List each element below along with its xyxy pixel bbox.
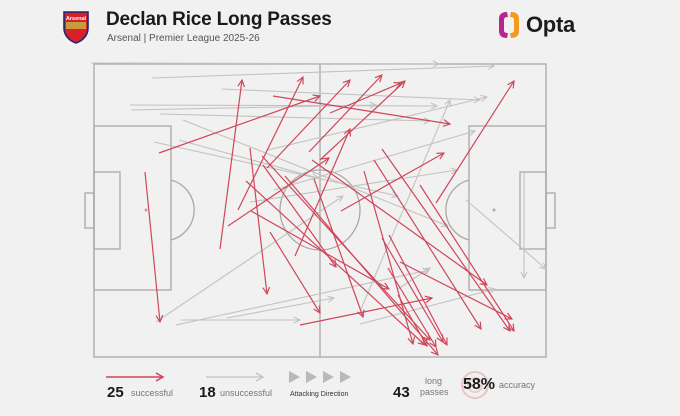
pass-arrow (261, 155, 430, 340)
pass-arrow (219, 80, 242, 250)
pass-arrow (419, 184, 514, 331)
legend: 25 successful 18 unsuccessful Attacking … (0, 360, 680, 411)
accuracy-ring-icon (459, 369, 491, 401)
page-subtitle: Arsenal | Premier League 2025-26 (107, 33, 260, 44)
total-label-line2: passes (420, 387, 449, 397)
pass-arrow (388, 234, 447, 345)
successful-label: successful (131, 388, 174, 398)
pass-arrow (359, 289, 495, 325)
pass-arrow (360, 100, 450, 310)
attacking-direction-label: Attacking Direction (290, 391, 349, 398)
pass-arrow (155, 196, 343, 323)
pass-arrow (144, 171, 160, 322)
pass-arrow (159, 113, 430, 121)
pass-arrow (299, 298, 432, 326)
direction-triangle-icon (323, 371, 334, 383)
pass-arrow (399, 261, 512, 319)
pass-arrow (397, 294, 427, 346)
opta-logo-icon (499, 12, 519, 38)
page-title: Declan Rice Long Passes (106, 9, 332, 30)
unsuccessful-arrow-icon (206, 372, 265, 382)
header: Arsenal Declan Rice Long Passes Arsenal … (0, 0, 680, 56)
pass-arrow (153, 141, 398, 196)
pass-arrow (272, 95, 450, 124)
pass-arrow (249, 147, 267, 294)
pass-arrow (158, 96, 320, 154)
svg-text:Arsenal: Arsenal (66, 16, 87, 22)
direction-triangle-icon (306, 371, 317, 383)
pass-arrow (363, 170, 413, 344)
accuracy-value: 58% (463, 376, 496, 393)
pass-arrow (250, 210, 389, 289)
pass-arrow (311, 159, 487, 285)
pass-arrow (178, 139, 318, 178)
pass-arrow (266, 80, 350, 169)
unsuccessful-label: unsuccessful (220, 388, 273, 398)
pass-arrow (175, 270, 429, 326)
direction-triangle-icon (340, 371, 351, 383)
opta-logo: Opta (498, 11, 575, 39)
pass-arrow (397, 268, 430, 290)
pass-arrow (245, 180, 425, 345)
total-label-line1: long (425, 376, 443, 386)
pass-arrow (249, 170, 457, 203)
pass-arrow (313, 178, 363, 317)
pitch-lines (84, 63, 556, 358)
pass-arrow (465, 199, 546, 269)
pass-arrow (308, 75, 382, 153)
opta-brand-text: Opta (526, 12, 575, 37)
pass-arrow (329, 83, 401, 114)
pass-arrow (129, 105, 437, 106)
pass-arrow (90, 63, 439, 64)
successful-count: 25 (107, 384, 124, 401)
pass-arrow (294, 129, 350, 257)
accuracy-label: accuracy (499, 380, 536, 390)
total-passes-count: 43 (393, 384, 410, 401)
arsenal-crest-icon: Arsenal (63, 11, 89, 44)
pass-arrow (269, 231, 320, 313)
pass-arrow (435, 81, 514, 204)
pass-arrow (151, 66, 494, 79)
pass-arrow (221, 88, 480, 100)
pass-arrow (319, 81, 405, 161)
pass-arrow (227, 158, 329, 227)
direction-triangle-icon (289, 371, 300, 383)
successful-arrow-icon (106, 372, 165, 382)
unsuccessful-count: 18 (199, 384, 216, 401)
pass-arrow (267, 97, 487, 151)
unsuccessful-passes (90, 63, 546, 326)
successful-passes (144, 75, 514, 355)
pass-arrow (387, 267, 436, 347)
pass-arrow (226, 298, 334, 319)
pass-arrow (262, 164, 336, 267)
pass-arrow (381, 148, 510, 331)
pass-arrow (373, 159, 481, 329)
pass-arrow (340, 153, 444, 212)
pass-arrow (381, 237, 443, 342)
